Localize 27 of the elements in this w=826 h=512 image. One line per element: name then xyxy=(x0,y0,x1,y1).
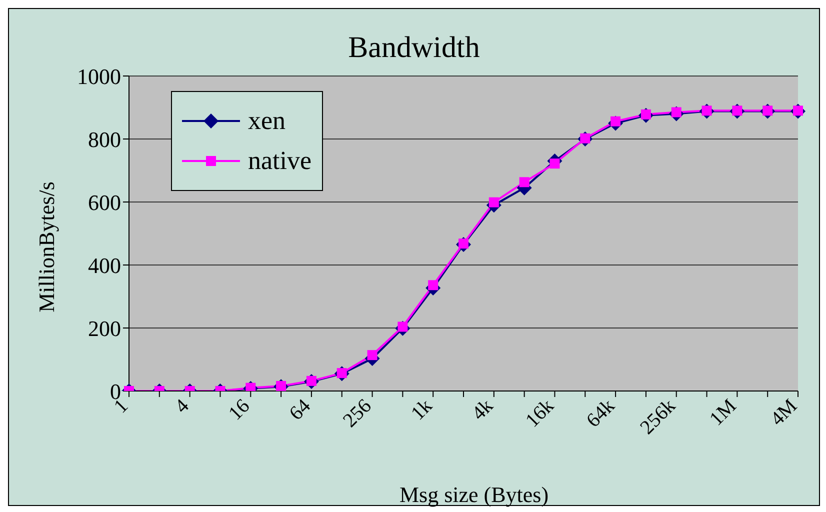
y-axis-title: MillionBytes/s xyxy=(34,182,60,312)
legend-label: native xyxy=(248,146,312,176)
x-tick-label: 16 xyxy=(224,394,254,425)
y-tick-label: 600 xyxy=(88,190,121,215)
chart-title: Bandwidth xyxy=(347,31,481,65)
x-tick-label: 64k xyxy=(582,394,620,432)
x-tick-label: 256 xyxy=(339,394,376,432)
x-tick-label: 1M xyxy=(706,394,741,430)
legend-label: xen xyxy=(248,106,286,136)
x-tick-label: 4 xyxy=(170,394,194,418)
y-tick-label: 1000 xyxy=(77,64,121,89)
y-tick-label: 400 xyxy=(88,252,121,278)
y-tick-label: 800 xyxy=(88,126,121,152)
point xyxy=(519,177,530,188)
x-tick-label: 16k xyxy=(521,394,558,432)
point xyxy=(488,197,499,208)
point xyxy=(246,382,256,391)
x-tick-label: 4k xyxy=(468,394,498,425)
point xyxy=(428,280,438,290)
x-tick-label: 64 xyxy=(285,394,315,425)
x-tick-label: 256k xyxy=(636,394,680,439)
x-tick-label: 4M xyxy=(766,394,802,430)
point xyxy=(550,158,560,169)
point xyxy=(367,350,378,360)
x-tick-label: 1k xyxy=(406,394,437,425)
y-tick-label: 200 xyxy=(88,316,121,341)
x-axis-title: Msg size (Bytes) xyxy=(398,482,550,508)
